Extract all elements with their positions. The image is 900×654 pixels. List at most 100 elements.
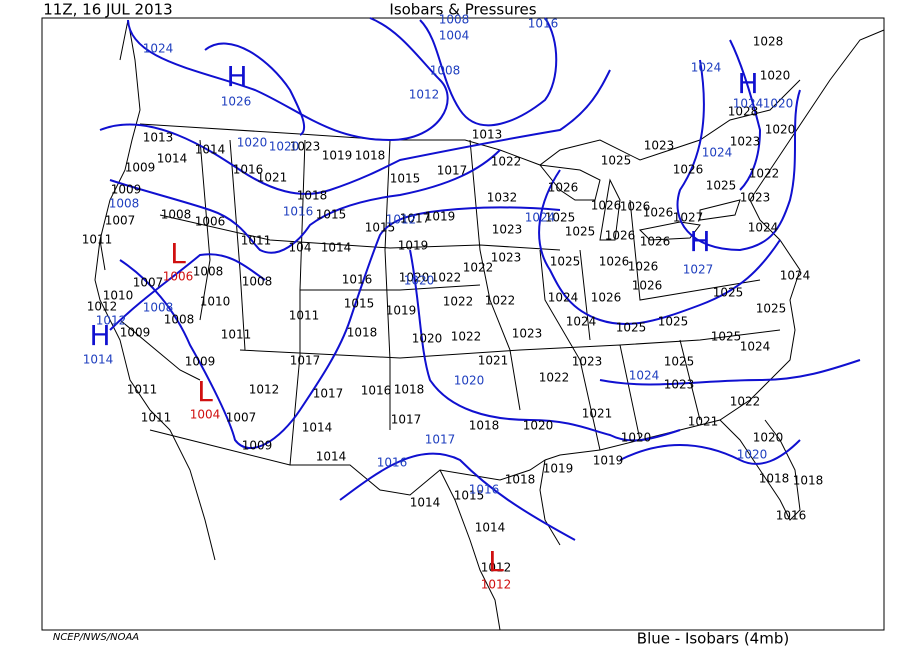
station-pressure: 1022 — [451, 330, 482, 344]
station-pressure: 1011 — [221, 328, 252, 342]
isobar-line — [619, 439, 801, 465]
station-pressure: 1011 — [241, 234, 272, 248]
station-pressure: 1010 — [200, 295, 231, 309]
station-pressure: 1014 — [316, 450, 347, 464]
station-pressure: 1015 — [344, 297, 375, 311]
station-pressure: 1022 — [539, 371, 570, 385]
station-pressure: 1009 — [185, 355, 216, 369]
isobar-label: 1024 — [525, 211, 556, 225]
station-pressure: 1017 — [290, 354, 321, 368]
isobar-label: 1024 — [702, 146, 733, 160]
station-pressure: 1026 — [599, 255, 630, 269]
station-pressure: 1007 — [105, 214, 136, 228]
station-pressure: 1014 — [195, 143, 226, 157]
isobar-label: 1008 — [430, 64, 461, 78]
station-pressure: 1016 — [776, 509, 807, 523]
station-pressure: 1009 — [111, 183, 142, 197]
station-pressure: 1021 — [478, 354, 509, 368]
isobar-line — [409, 249, 681, 442]
pressure-center-symbol: L — [170, 237, 186, 270]
isobar-line — [109, 149, 501, 254]
station-pressure: 1028 — [728, 105, 759, 119]
station-pressure: 1019 — [398, 239, 429, 253]
isobar-line — [119, 206, 561, 450]
station-pressure: 1009 — [120, 326, 151, 340]
isobar-label: 1016 — [528, 17, 559, 31]
station-pressure: 1020 — [621, 431, 652, 445]
station-pressure: 1010 — [103, 289, 134, 303]
pressure-center-symbol: H — [89, 319, 110, 352]
station-pressure: 1018 — [355, 149, 386, 163]
map-time: 11Z, 16 JUL 2013 — [43, 1, 172, 19]
station-pressure: 1013 — [472, 128, 503, 142]
station-pressure: 1023 — [644, 139, 675, 153]
isobar-line — [729, 39, 762, 191]
station-pressure: 1019 — [322, 149, 353, 163]
station-pressure: 1015 — [365, 221, 396, 235]
geography — [94, 19, 885, 631]
station-pressure: 1024 — [566, 315, 597, 329]
station-pressure: 1021 — [582, 407, 613, 421]
station-pressure: 1009 — [125, 161, 156, 175]
pressure-center-symbol: H — [737, 67, 758, 100]
station-pressure: 1025 — [550, 255, 581, 269]
station-pressure: 1026 — [620, 200, 651, 214]
isobar-label: 1012 — [409, 88, 440, 102]
station-pressure: 1022 — [431, 271, 462, 285]
station-pressure: 1026 — [632, 279, 663, 293]
isobar-line — [676, 59, 801, 252]
station-pressure: 1014 — [475, 521, 506, 535]
station-pressure: 1018 — [347, 326, 378, 340]
station-pressure: 1021 — [688, 415, 719, 429]
isobar-label: 1008 — [109, 197, 140, 211]
pressure-center-symbol: H — [226, 60, 247, 93]
station-pressure: 1011 — [127, 383, 158, 397]
isobar-label: 1020 — [737, 448, 768, 462]
station-pressure: 1022 — [491, 155, 522, 169]
station-pressure: 1018 — [793, 474, 824, 488]
station-pressure: 1024 — [748, 221, 779, 235]
station-pressure: 1015 — [316, 208, 347, 222]
station-pressure: 1022 — [485, 294, 516, 308]
station-pressure: 1023 — [492, 223, 523, 237]
station-pressure: 1025 — [545, 211, 576, 225]
isobar-label: 1020 — [404, 274, 435, 288]
station-pressure: 1019 — [386, 304, 417, 318]
isobar-label: 1020 — [454, 374, 485, 388]
pressure-center-value: 1006 — [163, 270, 194, 284]
station-pressure: 1015 — [390, 172, 421, 186]
station-pressure: 1009 — [242, 439, 273, 453]
isobar-line — [99, 69, 611, 195]
isobar-label: 1017 — [425, 433, 456, 447]
isobar-line — [339, 452, 576, 541]
isobar-label: 1016 — [469, 483, 500, 497]
station-pressure: 1024 — [740, 340, 771, 354]
isobar-label: 1024 — [629, 369, 660, 383]
station-pressure: 1023 — [290, 140, 321, 154]
isobar-label: 1026 — [221, 95, 252, 109]
station-pressure: 1022 — [443, 295, 474, 309]
isobar-label: 1024 — [143, 42, 174, 56]
station-pressure: 1026 — [628, 260, 659, 274]
station-pressure: 1014 — [302, 421, 333, 435]
station-pressure: 1020 — [523, 419, 554, 433]
isobar-label: 1008 — [439, 13, 470, 27]
mexico-coast — [439, 459, 561, 631]
isobar-label: 1027 — [683, 263, 714, 277]
station-pressure: 1026 — [591, 199, 622, 213]
station-pressure: 1025 — [601, 154, 632, 168]
station-pressure: 1017 — [313, 387, 344, 401]
station-pressure: 1026 — [548, 181, 579, 195]
pressure-center-symbol: H — [689, 225, 710, 258]
station-pressure: 1024 — [548, 291, 579, 305]
station-pressure: 1020 — [765, 123, 796, 137]
isobar-label: 1012 — [386, 213, 417, 227]
isobar-label: 1020 — [763, 97, 794, 111]
station-pressure: 1006 — [195, 215, 226, 229]
isobar-line — [127, 17, 449, 142]
station-pressure: 1021 — [257, 171, 288, 185]
station-pressure: 1007 — [133, 276, 164, 290]
station-pressure: 1008 — [164, 313, 195, 327]
